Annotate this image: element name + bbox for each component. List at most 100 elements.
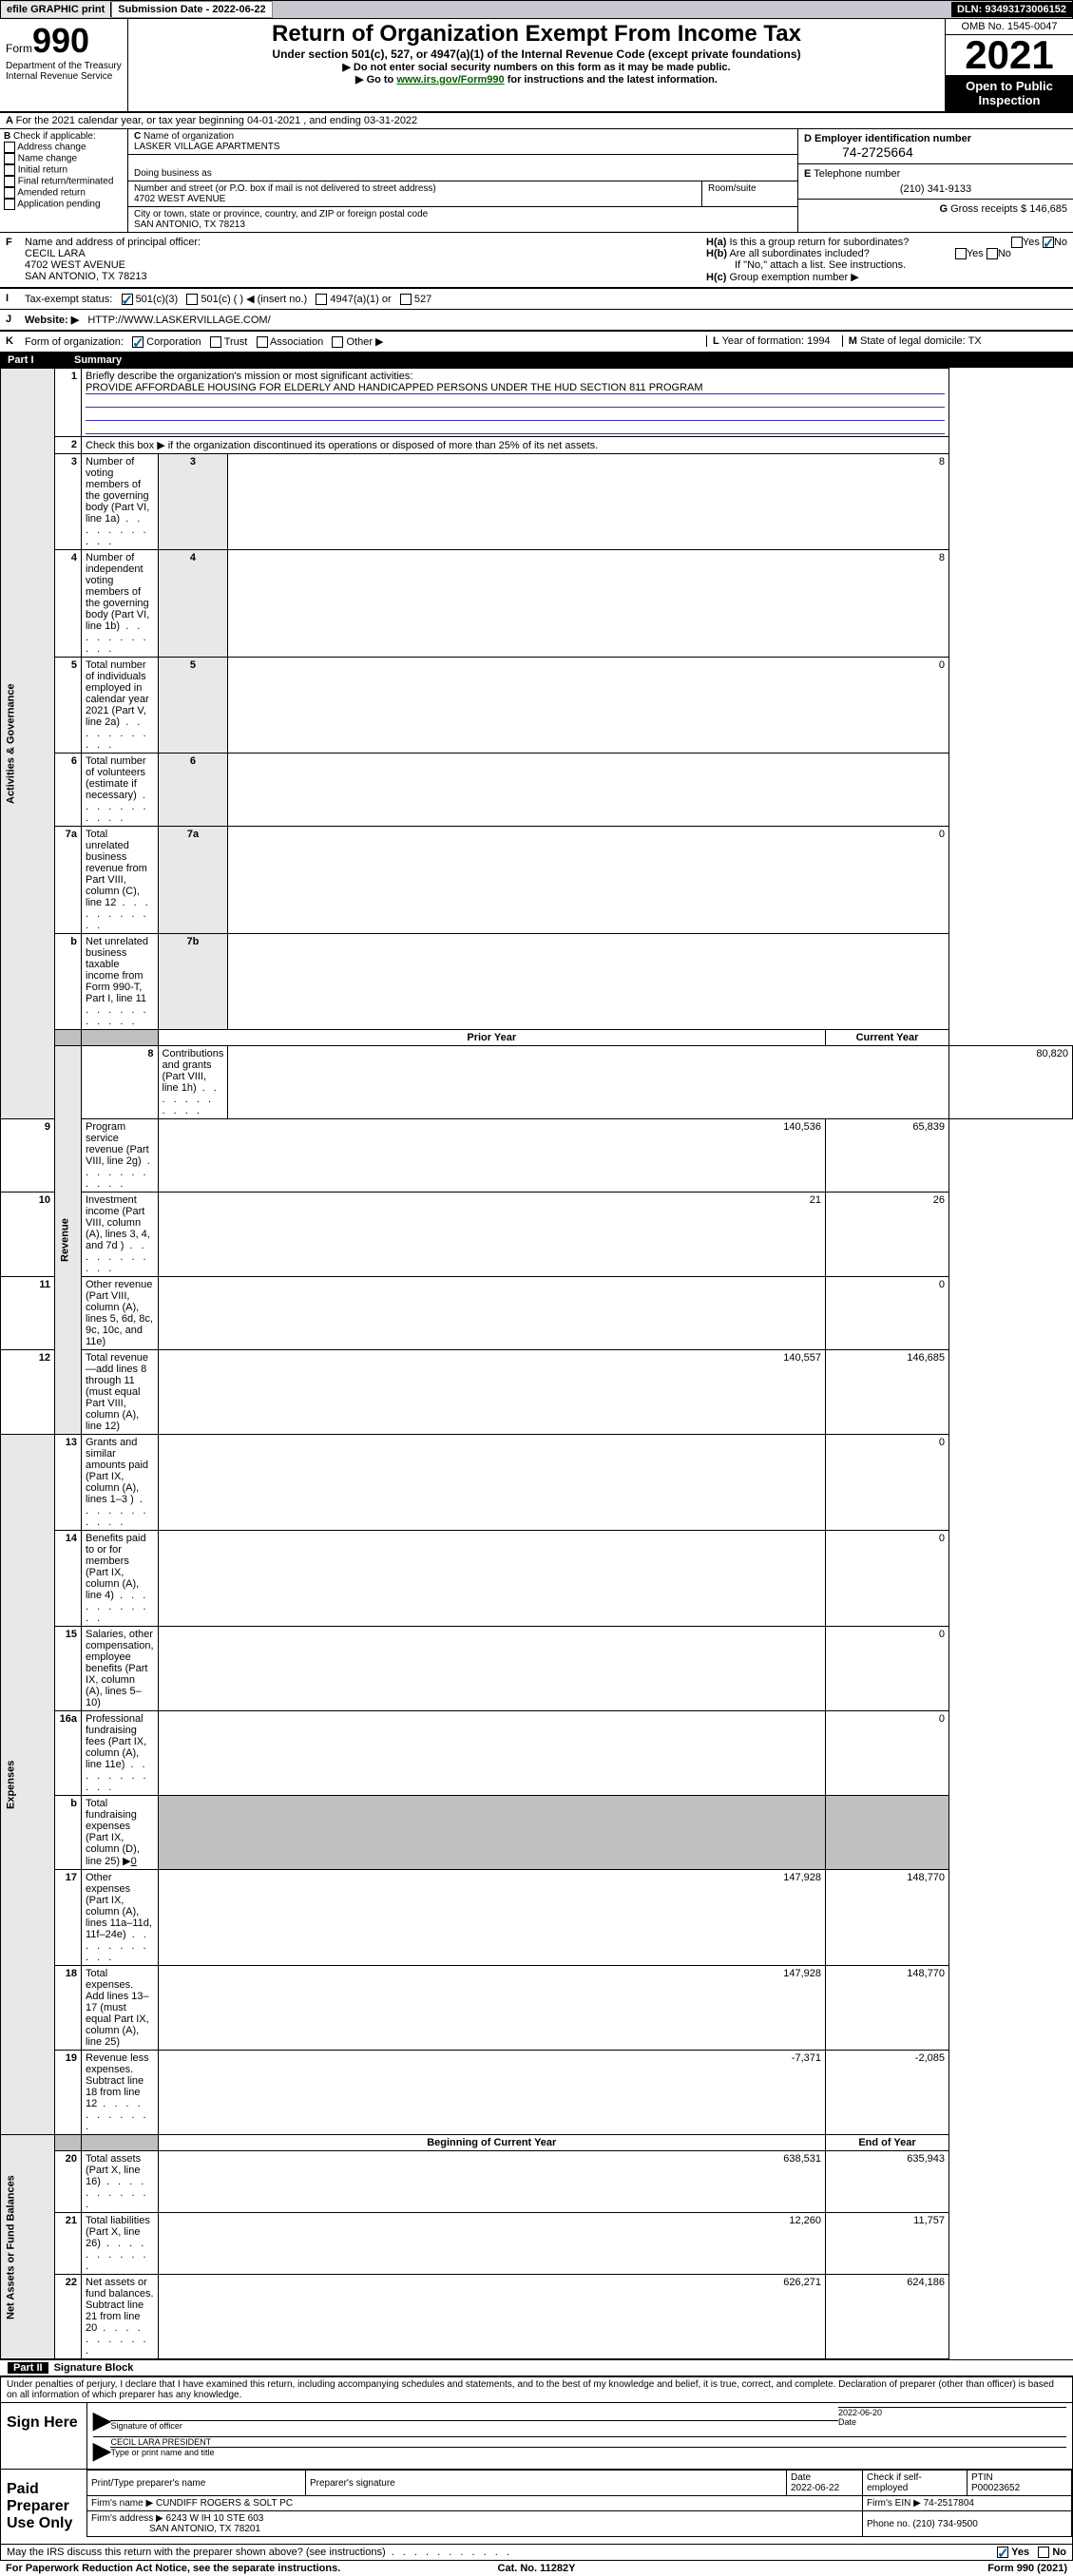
val-16ac: 0 [826, 1711, 949, 1796]
val-5: 0 [228, 658, 949, 754]
chk-amended[interactable]: Amended return [4, 187, 124, 199]
row-f-h: F Name and address of principal officer:… [0, 233, 1073, 288]
perjury-declaration: Under penalties of perjury, I declare th… [1, 2377, 1072, 2402]
col-right: D Employer identification number74-27256… [797, 129, 1073, 232]
officer-name-title: CECIL LARA PRESIDENT [110, 2437, 211, 2447]
corp-check[interactable] [132, 336, 144, 348]
firm-name: CUNDIFF ROGERS & SOLT PC [156, 2498, 293, 2509]
chk-address[interactable]: Address change [4, 142, 124, 153]
val-15c: 0 [826, 1627, 949, 1711]
end-hdr: End of Year [826, 2135, 949, 2151]
firm-ein: 74-2517804 [924, 2498, 974, 2509]
paid-preparer-label: Paid Preparer Use Only [1, 2470, 86, 2544]
section-a: A For the 2021 calendar year, or tax yea… [0, 113, 1073, 129]
year-block: OMB No. 1545-0047 2021 Open to Public In… [945, 19, 1073, 111]
dept-treasury: Department of the Treasury Internal Reve… [6, 61, 122, 82]
form-header: Form990 Department of the Treasury Inter… [0, 19, 1073, 113]
prep-date: 2022-06-22 [791, 2483, 839, 2493]
form-id-block: Form990 Department of the Treasury Inter… [0, 19, 128, 111]
org-name: LASKER VILLAGE APARTMENTS [134, 142, 280, 152]
summary-table: Activities & Governance 1Briefly describ… [0, 368, 1073, 2359]
val-10p: 21 [158, 1193, 825, 1277]
val-7b [228, 934, 949, 1030]
val-21c: 11,757 [826, 2213, 949, 2275]
sign-arrow-icon-2: ▶ [93, 2437, 110, 2465]
officer-name: CECIL LARA [25, 248, 86, 259]
sig-date: 2022-06-20 [838, 2408, 882, 2417]
sign-here-label: Sign Here [1, 2403, 86, 2469]
chk-name[interactable]: Name change [4, 153, 124, 164]
dba: Doing business as [128, 155, 797, 181]
val-19c: -2,085 [826, 2051, 949, 2135]
chk-pending[interactable]: Application pending [4, 199, 124, 210]
val-18p: 147,928 [158, 1966, 825, 2051]
val-3: 8 [228, 454, 949, 550]
cat-no: Cat. No. 11282Y [359, 2563, 713, 2574]
discuss-row: May the IRS discuss this return with the… [1, 2544, 1072, 2560]
part-1-header: Part ISummary [0, 353, 1073, 368]
501c3-check[interactable] [122, 294, 133, 305]
efile-print-btn[interactable]: efile GRAPHIC print [1, 2, 111, 17]
col-b-check: B Check if applicable: Address change Na… [0, 129, 128, 232]
room-suite: Room/suite [702, 181, 797, 206]
submission-date-btn[interactable]: Submission Date - 2022-06-22 [111, 1, 272, 18]
val-21p: 12,260 [158, 2213, 825, 2275]
val-9c: 65,839 [826, 1119, 949, 1193]
val-12c: 146,685 [826, 1350, 949, 1435]
ha-no[interactable] [1043, 237, 1054, 248]
formation-year: 1994 [807, 335, 830, 347]
firm-addr: 6243 W IH 10 STE 603 [166, 2513, 264, 2524]
firm-phone: (210) 734-9500 [912, 2519, 977, 2529]
val-14c: 0 [826, 1531, 949, 1627]
title-block: Return of Organization Exempt From Incom… [128, 19, 945, 111]
row-j: J Website: ▶ HTTP://WWW.LASKERVILLAGE.CO… [0, 310, 1073, 331]
val-22p: 626,271 [158, 2275, 825, 2359]
tab-governance: Activities & Governance [1, 369, 55, 1119]
val-8c: 80,820 [949, 1046, 1073, 1119]
beginning-hdr: Beginning of Current Year [158, 2135, 825, 2151]
form-word: Form [6, 42, 32, 55]
form-page: Form 990 (2021) [714, 2563, 1067, 2574]
tax-year: 2021 [946, 35, 1073, 75]
dln-label: DLN: 93493173006152 [951, 2, 1072, 17]
val-18c: 148,770 [826, 1966, 949, 2051]
tab-expenses: Expenses [1, 1435, 55, 2135]
form-number: 990 [32, 21, 89, 60]
open-public: Open to Public Inspection [946, 75, 1073, 111]
prior-year-hdr: Prior Year [158, 1030, 825, 1046]
val-7a: 0 [228, 827, 949, 934]
gross-receipts: 146,685 [1029, 203, 1067, 215]
irs-link[interactable]: www.irs.gov/Form990 [396, 74, 504, 86]
header-grid: B Check if applicable: Address change Na… [0, 129, 1073, 233]
val-20p: 638,531 [158, 2151, 825, 2213]
ein: 74-2725664 [804, 144, 1067, 160]
ptin: P00023652 [971, 2483, 1020, 2493]
part-2-header: Part IISignature Block [0, 2359, 1073, 2376]
val-17c: 148,770 [826, 1870, 949, 1966]
row-k-l-m: K Form of organization: Corporation Trus… [0, 331, 1073, 353]
mission-text: PROVIDE AFFORDABLE HOUSING FOR ELDERLY A… [86, 382, 945, 394]
val-4: 8 [228, 550, 949, 658]
val-9p: 140,536 [158, 1119, 825, 1193]
domicile-state: TX [968, 335, 982, 347]
val-10c: 26 [826, 1193, 949, 1277]
tab-revenue: Revenue [55, 1046, 82, 1435]
val-19p: -7,371 [158, 2051, 825, 2135]
form-subtitle: Under section 501(c), 527, or 4947(a)(1)… [134, 48, 939, 61]
val-22c: 624,186 [826, 2275, 949, 2359]
val-20c: 635,943 [826, 2151, 949, 2213]
tab-net-assets: Net Assets or Fund Balances [1, 2135, 55, 2359]
sign-arrow-icon: ▶ [93, 2407, 110, 2434]
val-13c: 0 [826, 1435, 949, 1531]
current-year-hdr: Current Year [826, 1030, 949, 1046]
val-16b: 0 [131, 1856, 137, 1867]
chk-initial[interactable]: Initial return [4, 164, 124, 176]
val-6 [228, 754, 949, 827]
form-instruction-2: ▶ Go to www.irs.gov/Form990 for instruct… [134, 73, 939, 86]
val-11c: 0 [826, 1277, 949, 1350]
preparer-table: Print/Type preparer's namePreparer's sig… [86, 2470, 1072, 2537]
discuss-no[interactable] [1038, 2547, 1049, 2558]
discuss-yes[interactable] [997, 2547, 1008, 2558]
chk-final[interactable]: Final return/terminated [4, 176, 124, 187]
top-bar: efile GRAPHIC print Submission Date - 20… [0, 0, 1073, 19]
